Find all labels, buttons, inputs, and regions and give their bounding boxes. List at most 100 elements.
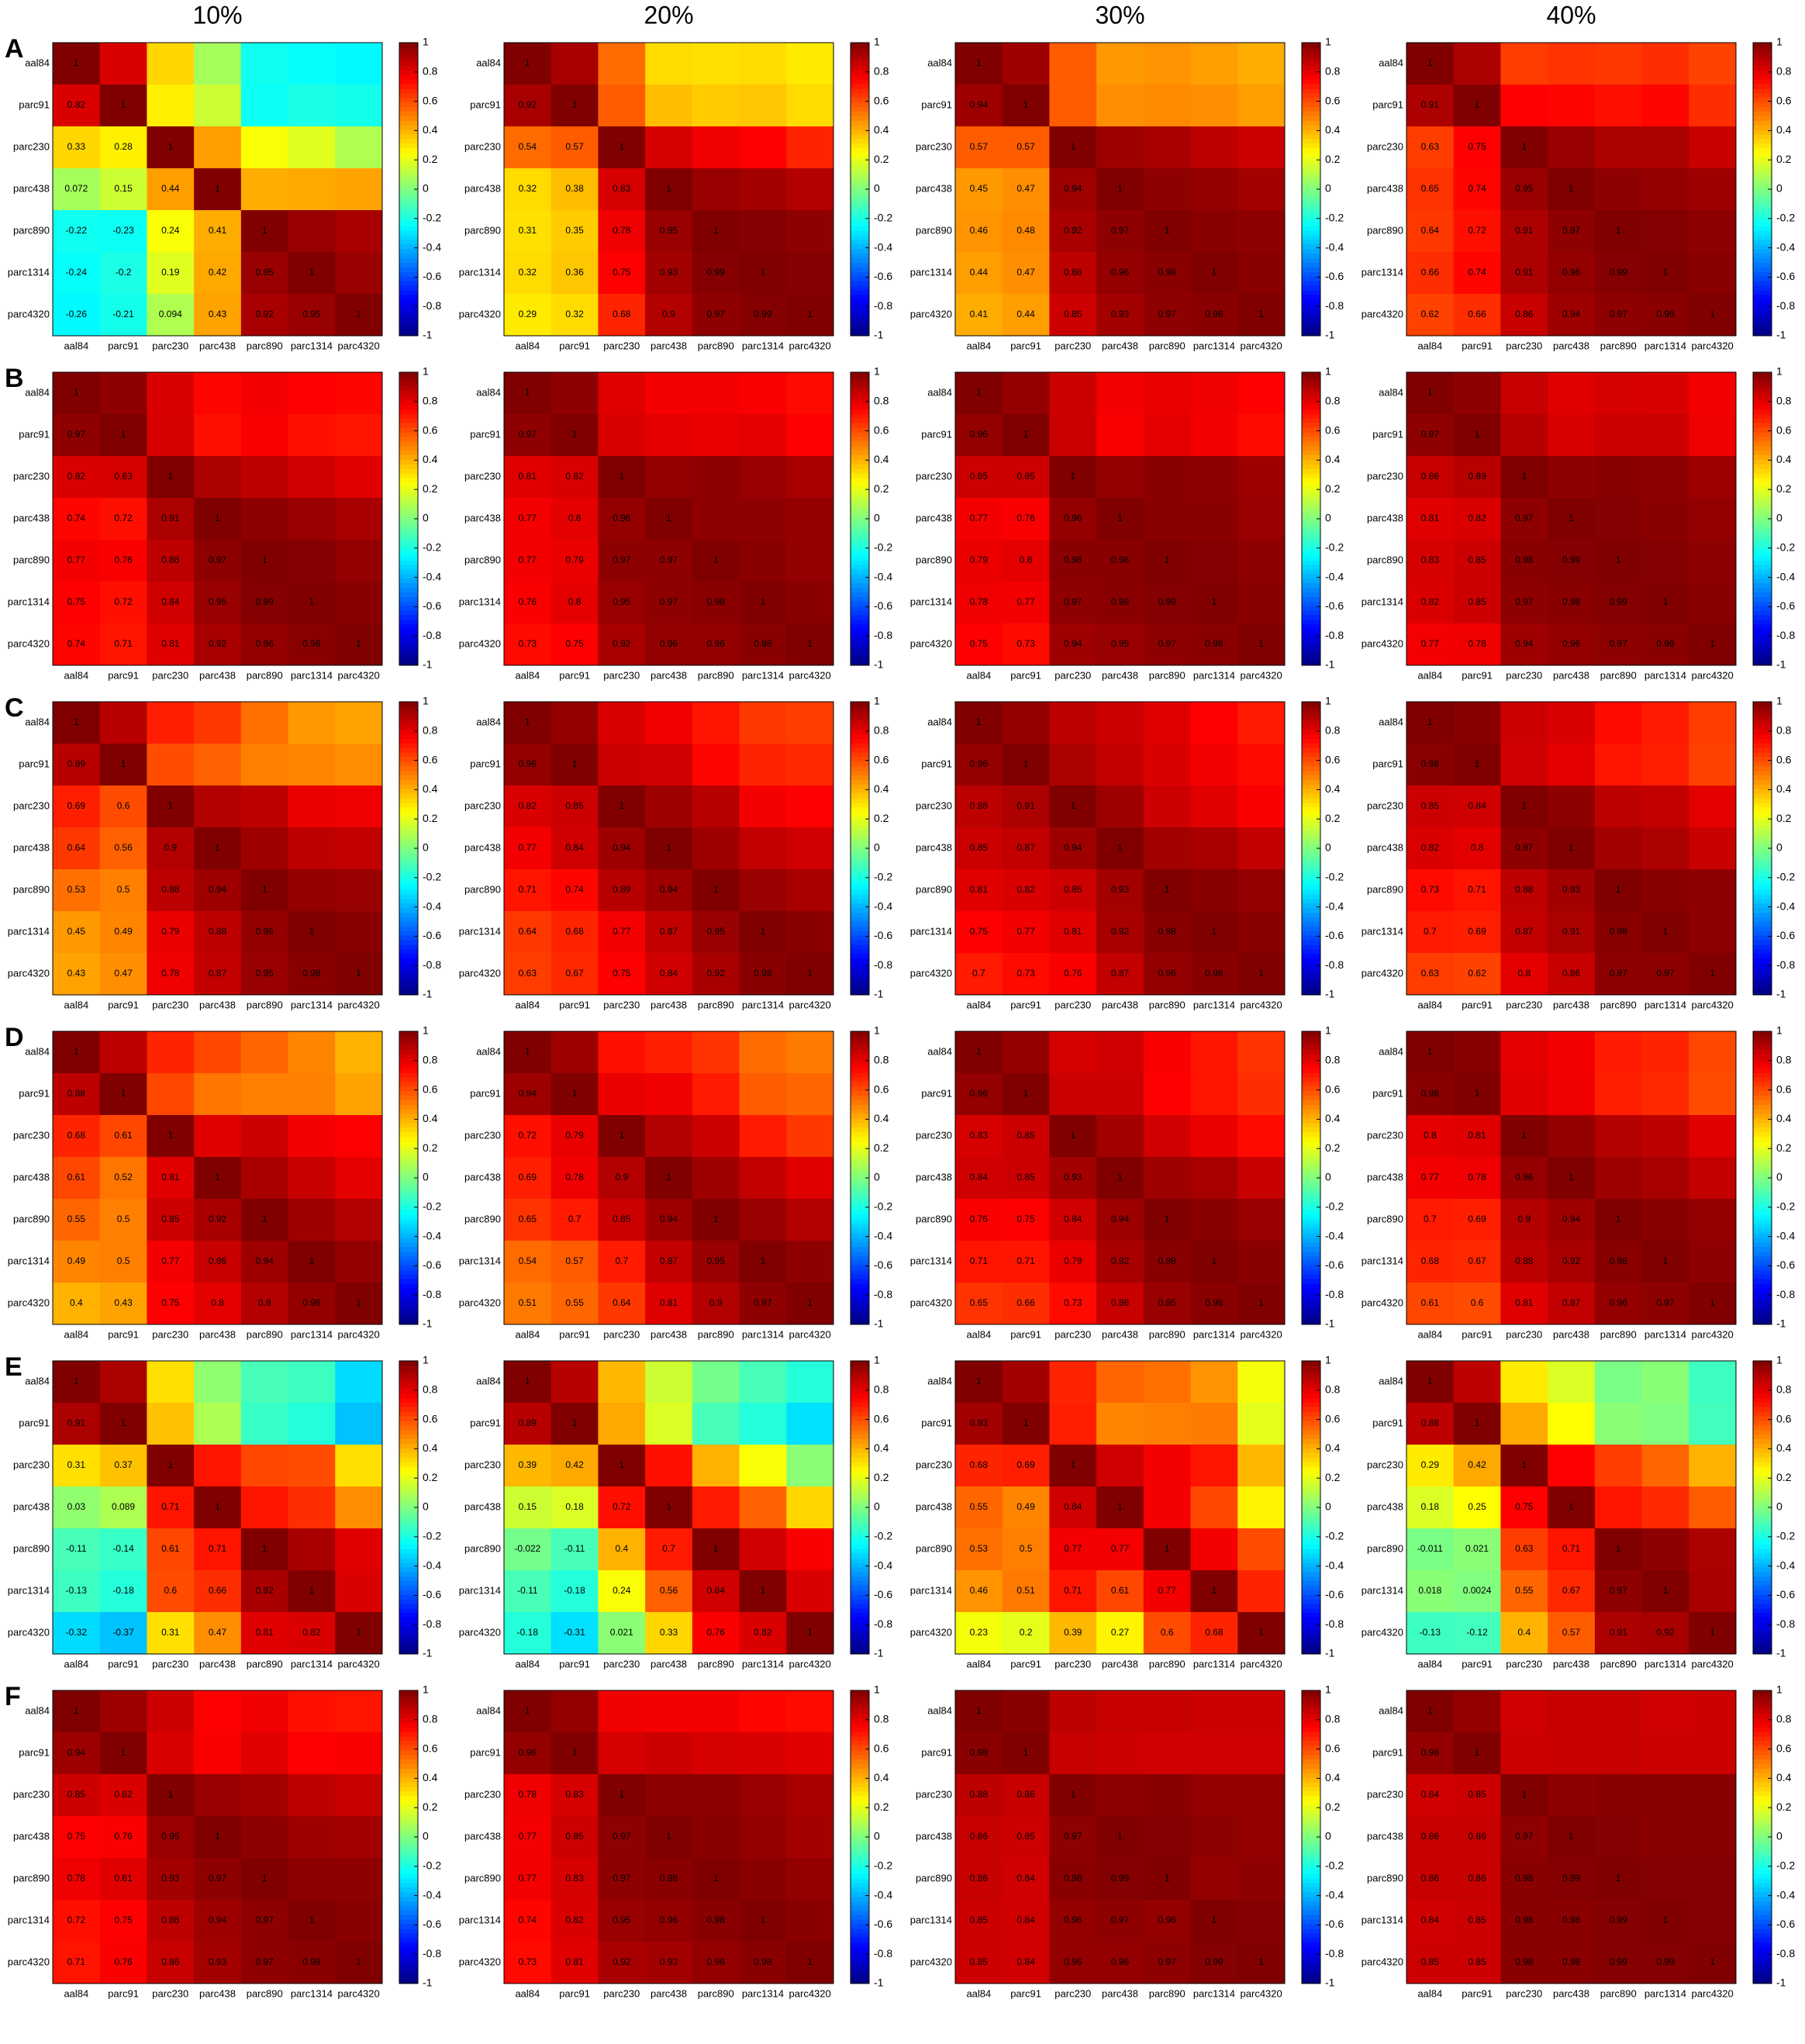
colorbar-step [399,1576,418,1581]
colorbar-step [399,1594,418,1600]
heatmap-cell [1689,372,1737,415]
colorbar-step [1302,161,1320,167]
heatmap-cell [99,1157,147,1200]
x-label: parc4320 [789,1658,831,1669]
colorbar-tick-label: -1 [423,1317,433,1330]
heatmap-cell [598,953,646,996]
colorbar-step [399,239,418,245]
heatmap-cell [1594,1690,1643,1733]
heatmap-cell [1143,1361,1192,1404]
cell-label: 1 [976,1046,982,1057]
colorbar-step [1753,779,1772,785]
heatmap-cell [1406,869,1455,912]
colorbar-step [851,551,869,556]
colorbar-step [1302,875,1320,881]
y-label: parc4320 [1362,1626,1403,1638]
colorbar-step [1753,560,1772,565]
colorbar-step [1753,1470,1772,1476]
colorbar-step [851,1718,869,1723]
colorbar-step [1753,967,1772,972]
cell-label: 1 [525,1046,530,1057]
colorbar-step [1302,243,1320,250]
colorbar-step [851,1544,869,1549]
heatmap-cell [550,1115,599,1158]
x-label: aal84 [515,669,540,681]
colorbar-step [1302,615,1320,620]
cell-label: 0.69 [1468,926,1486,937]
cell-label: 0.98 [1656,638,1675,649]
colorbar-step [399,1232,418,1238]
colorbar-step [851,152,869,158]
heatmap-cell [1143,126,1192,169]
cell-label: 0.99 [707,267,726,278]
y-label: parc1314 [8,266,50,278]
heatmap-cell [99,1073,147,1116]
cell-label: 1 [1427,1046,1433,1057]
heatmap-cell [1406,1445,1455,1487]
colorbar-step [1302,1864,1320,1870]
colorbar-step [1302,1580,1320,1586]
colorbar-step [1753,221,1772,226]
heatmap-cell [598,1115,646,1158]
colorbar-step [1302,1369,1320,1376]
heatmap-cell [692,1445,740,1487]
x-label: parc438 [1553,1328,1589,1340]
colorbar-tick-label: 0.4 [874,1112,889,1124]
y-label: parc91 [19,758,50,769]
heatmap-frame [1406,371,1737,666]
cell-label: 1 [1070,141,1075,152]
colorbar-step [1753,724,1772,730]
colorbar-step [1302,1878,1320,1883]
heatmap-cell [288,43,336,85]
cell-label: 0.91 [161,513,180,523]
heatmap-cell [739,1528,787,1571]
colorbar-step [1753,802,1772,808]
y-label: parc438 [464,1830,501,1842]
colorbar-tick-label: 0.2 [874,1471,889,1483]
cell-label: 1 [1117,1831,1123,1842]
x-label: parc438 [199,999,236,1010]
colorbar-step [399,1374,418,1380]
colorbar-step [1753,1219,1772,1224]
y-label: parc91 [921,1417,952,1428]
heatmap-cell [1453,1486,1501,1529]
colorbar-step [1302,1754,1320,1760]
cell-label: 0.97 [1158,1956,1177,1967]
colorbar-step [1753,1859,1772,1865]
colorbar-tick-label: 0.8 [1776,395,1792,407]
colorbar-step [1302,1241,1320,1248]
colorbar-tick-label: 0.2 [1776,153,1792,165]
x-label: parc230 [603,669,640,681]
x-label: parc230 [152,669,188,681]
cell-label: 0.99 [1562,554,1581,565]
colorbar-step [851,1566,869,1573]
colorbar-step [1753,1058,1772,1064]
colorbar-step [851,1814,869,1819]
heatmap-cell [1237,168,1286,211]
cell-label: 0.97 [1158,309,1177,319]
colorbar-step [1753,546,1772,551]
colorbar-step [851,1415,869,1421]
colorbar-step [851,647,869,652]
heatmap-cell [550,785,599,828]
x-label: aal84 [966,999,991,1010]
cell-label: 0.6 [164,1585,177,1596]
colorbar-step [399,450,418,455]
colorbar-tick-label: 0.4 [1325,1771,1341,1783]
heatmap-cell [288,1073,336,1116]
colorbar-step [851,185,869,190]
colorbar-step [1302,1155,1320,1160]
colorbar-tick-label: 0.8 [874,395,889,407]
cell-label: 0.89 [1468,471,1486,482]
cell-label: 0.96 [707,1956,726,1967]
x-label: parc1314 [1645,340,1686,351]
colorbar-step [851,1621,869,1628]
heatmap-cell [1641,43,1689,85]
heatmap-cell [240,1942,289,1984]
colorbar-step [399,948,418,955]
colorbar-step [1753,647,1772,652]
x-label: parc4320 [789,1328,831,1340]
heatmap-cell [194,252,242,295]
heatmap-cell [1002,1115,1050,1158]
colorbar-step [399,395,418,400]
